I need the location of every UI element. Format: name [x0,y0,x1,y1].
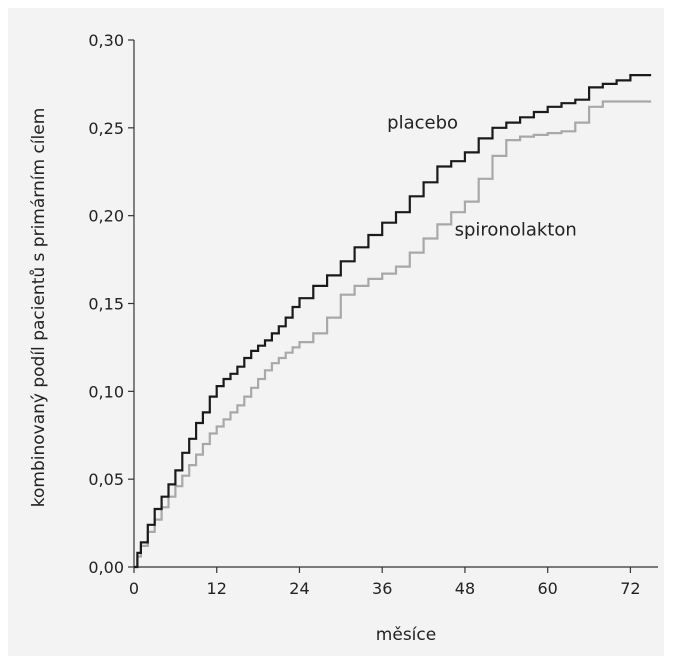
x-tick-label: 12 [207,579,227,598]
kaplan-meier-chart: 0,00 0,05 0,10 0,15 0,20 0,25 0,30 0 12 24 36 48 60 7… [29,31,658,645]
series-line-placebo [134,74,652,569]
y-tick-label: 0,05 [88,470,124,489]
series-labels: placebo spironolakton [387,113,577,241]
y-tick-label: 0,25 [88,119,124,138]
series-lines [134,74,652,569]
y-axis-title: kombinovaný podíl pacientů s primárním c… [29,108,49,508]
x-tick-label: 24 [289,579,309,598]
series-label-spironolakton: spironolakton [455,220,577,241]
y-tick-label: 0,20 [88,207,124,226]
y-tick-label: 0,00 [88,558,124,577]
ticks: 0,00 0,05 0,10 0,15 0,20 0,25 0,30 0 12 24 36 48 60 7… [88,31,640,598]
x-tick-label: 48 [455,579,475,598]
y-tick-label: 0,10 [88,382,124,401]
series-label-placebo: placebo [387,113,458,134]
y-tick-label: 0,30 [88,31,124,50]
x-tick-label: 72 [620,579,640,598]
series-line-spironolakton [134,100,652,569]
x-axis-title: měsíce [376,625,436,645]
x-tick-label: 0 [129,579,139,598]
x-tick-label: 36 [372,579,392,598]
y-tick-label: 0,15 [88,295,124,314]
chart-panel: 0,00 0,05 0,10 0,15 0,20 0,25 0,30 0 12 24 36 48 60 7… [8,8,664,656]
x-tick-label: 60 [538,579,558,598]
